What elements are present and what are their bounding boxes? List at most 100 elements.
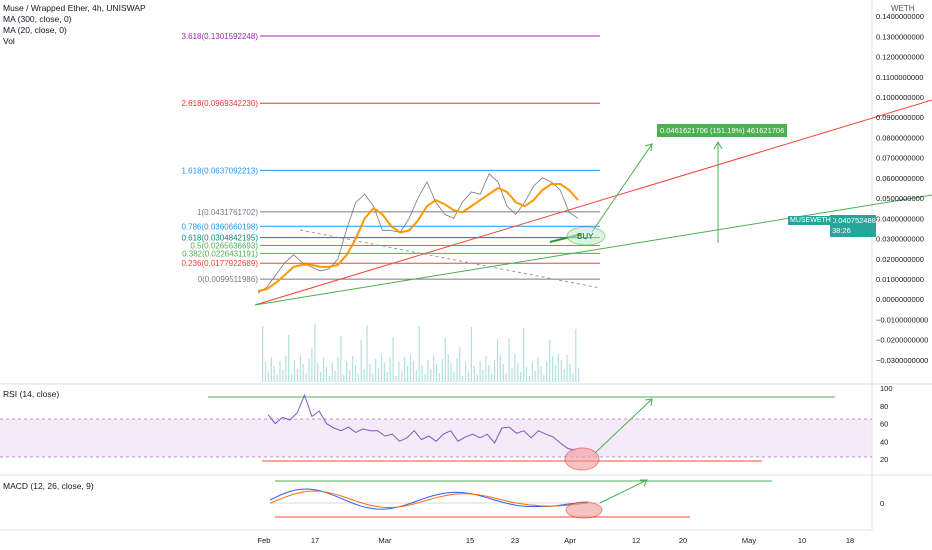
volume-bar <box>499 355 501 382</box>
volume-bar <box>296 369 298 382</box>
price-tick-label: 0.0700000000 <box>876 154 924 163</box>
volume-bar <box>424 374 426 382</box>
volume-bar <box>543 375 545 382</box>
volume-bar <box>438 373 441 382</box>
ma300-legend[interactable]: MA (300, close, 0) <box>3 14 72 24</box>
fib-label: 0(0.0099511986) <box>198 275 259 284</box>
volume-bar <box>572 373 574 382</box>
currency-label: WETH <box>891 4 915 13</box>
volume-bar <box>479 361 481 382</box>
volume-bar <box>325 367 327 382</box>
volume-bar <box>357 374 359 382</box>
target-label: 0.0461621706 (151.19%) 461621706 <box>657 124 788 137</box>
volume-bar <box>317 363 319 382</box>
volume-bar <box>372 373 374 382</box>
dashed-trend-line <box>299 229 601 289</box>
ma20-line <box>257 183 579 293</box>
volume-bar <box>378 368 380 382</box>
arrow-head <box>640 479 648 487</box>
volume-bar <box>502 364 504 382</box>
rsi-tick-label: 20 <box>880 455 888 464</box>
volume-bar <box>267 371 269 382</box>
rsi-tick-label: 80 <box>880 402 888 411</box>
price-tick-label: 0.0900000000 <box>876 113 924 122</box>
volume-bar <box>514 354 516 382</box>
volume-bar <box>563 369 565 382</box>
volume-bar <box>557 354 559 382</box>
volume-bar <box>334 371 336 382</box>
chart-title: Muse / Wrapped Ether, 4h, UNISWAP <box>3 3 146 13</box>
volume-bar <box>433 355 435 382</box>
buy-label: BUY <box>577 232 594 241</box>
volume-bar <box>467 371 470 382</box>
volume-bar <box>496 339 499 382</box>
price-tick-label: 0.0400000000 <box>876 214 924 223</box>
fib-label: 0.618(0.0304842195) <box>181 234 258 243</box>
rsi-ellipse <box>564 447 600 471</box>
ma20-legend[interactable]: MA (20, close, 0) <box>3 25 67 35</box>
volume-bar <box>508 339 510 382</box>
price-axis[interactable]: 0.1400000000 0.1300000000 0.1200000000 0.11… <box>876 12 928 365</box>
volume-bar <box>427 360 429 382</box>
volume-bar <box>517 363 519 382</box>
volume-bar <box>375 359 377 382</box>
volume-bar <box>354 365 356 382</box>
price-tick-label: 0.0600000000 <box>876 174 924 183</box>
volume-bar <box>418 326 420 382</box>
volume-bar <box>511 368 513 382</box>
volume-bar <box>459 347 461 382</box>
volume-bar <box>262 326 264 382</box>
time-tick-label: May <box>742 536 756 545</box>
volume-bar <box>528 376 530 382</box>
volume-bar <box>305 373 307 382</box>
rsi-label[interactable]: RSI (14, close) <box>3 389 60 399</box>
price-tick-label: 0.0500000000 <box>876 194 924 203</box>
time-axis[interactable]: Feb 17 Mar 15 23 Apr 12 20 May 10 18 <box>258 536 855 545</box>
volume-bar <box>302 364 304 382</box>
volume-bars <box>262 324 580 382</box>
volume-bar <box>549 340 551 382</box>
volume-bar <box>264 362 267 382</box>
volume-bar <box>470 327 472 382</box>
macd-label[interactable]: MACD (12, 26, close, 9) <box>3 481 94 491</box>
buy-zone-ellipse <box>566 226 606 246</box>
volume-bar <box>351 356 354 382</box>
volume-bar <box>293 360 296 382</box>
lower-channel-line <box>254 194 932 306</box>
volume-bar <box>308 359 310 382</box>
rsi-tick-label: 60 <box>880 420 888 429</box>
volume-bar <box>407 366 409 382</box>
volume-bar <box>331 362 333 382</box>
volume-bar <box>421 365 423 382</box>
fib-label: 3.618(0.1301592248) <box>181 32 258 41</box>
fib-label: 1.618(0.0637092213) <box>181 166 258 175</box>
volume-bar <box>389 358 391 382</box>
price-tick-label: 0.1200000000 <box>876 53 924 62</box>
volume-bar <box>465 362 467 382</box>
volume-bar <box>534 371 536 382</box>
price-tick-label: 0.1100000000 <box>876 73 923 82</box>
arrow-head <box>644 398 653 407</box>
rsi-arrow <box>595 398 653 453</box>
arrow-head <box>713 140 723 150</box>
rsi-axis: 100 80 60 40 20 <box>880 384 893 464</box>
volume-bar <box>311 348 313 382</box>
volume-bar <box>299 355 301 382</box>
rsi-series <box>267 393 576 451</box>
volume-bar <box>366 325 368 382</box>
fib-label: 1(0.0431761702) <box>197 208 258 217</box>
price-tick-label: −0.0200000000 <box>876 336 928 345</box>
volume-bar <box>531 362 533 382</box>
volume-bar <box>369 364 371 382</box>
volume-bar <box>560 360 562 382</box>
price-tick-label: −0.0300000000 <box>876 356 928 365</box>
time-tick-label: 18 <box>846 536 854 545</box>
volume-bar <box>279 361 281 382</box>
chart-legend: Muse / Wrapped Ether, 4h, UNISWAP MA (30… <box>3 3 146 47</box>
volume-bar <box>415 370 417 382</box>
time-tick-label: Feb <box>258 536 271 545</box>
price-value: 0.0407524887 <box>832 216 880 225</box>
volume-bar <box>552 356 554 382</box>
vol-legend[interactable]: Vol <box>3 36 15 46</box>
